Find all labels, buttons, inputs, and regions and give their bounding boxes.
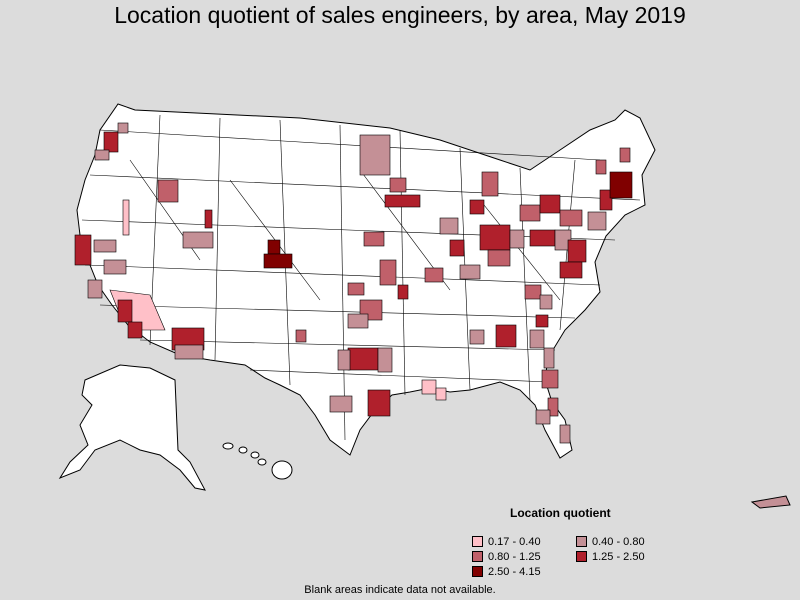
legend-item-5: 2.50 - 4.15	[472, 565, 541, 578]
legend-label-4: 1.25 - 2.50	[592, 551, 645, 563]
contiguous-us-outline	[76, 103, 656, 459]
legend-swatch-4	[576, 550, 587, 562]
legend-label-3: 0.80 - 1.25	[488, 551, 541, 563]
shaded-areas	[74, 122, 633, 444]
legend-item-4: 1.25 - 2.50	[576, 550, 645, 563]
legend-swatch-5	[472, 565, 483, 577]
legend-label-1: 0.17 - 0.40	[488, 536, 541, 548]
puerto-rico-outline	[750, 495, 791, 509]
legend-label-2: 0.40 - 0.80	[592, 536, 645, 548]
legend-title: Location quotient	[510, 506, 611, 520]
legend-item-1: 0.17 - 0.40	[472, 535, 541, 548]
footnote: Blank areas indicate data not available.	[304, 584, 496, 596]
legend-swatch-2	[576, 535, 587, 547]
legend-swatch-3	[472, 550, 483, 562]
legend-swatch-1	[472, 535, 483, 547]
hawaii-islands	[222, 442, 293, 480]
legend: Location quotient 0.17 - 0.40 0.40 - 0.8…	[472, 506, 692, 578]
alaska-outline	[58, 364, 206, 491]
map-title: Location quotient of sales engineers, by…	[114, 2, 686, 28]
legend-item-3: 0.80 - 1.25	[472, 550, 541, 563]
legend-item-2: 0.40 - 0.80	[576, 535, 645, 548]
legend-label-5: 2.50 - 4.15	[488, 566, 541, 578]
